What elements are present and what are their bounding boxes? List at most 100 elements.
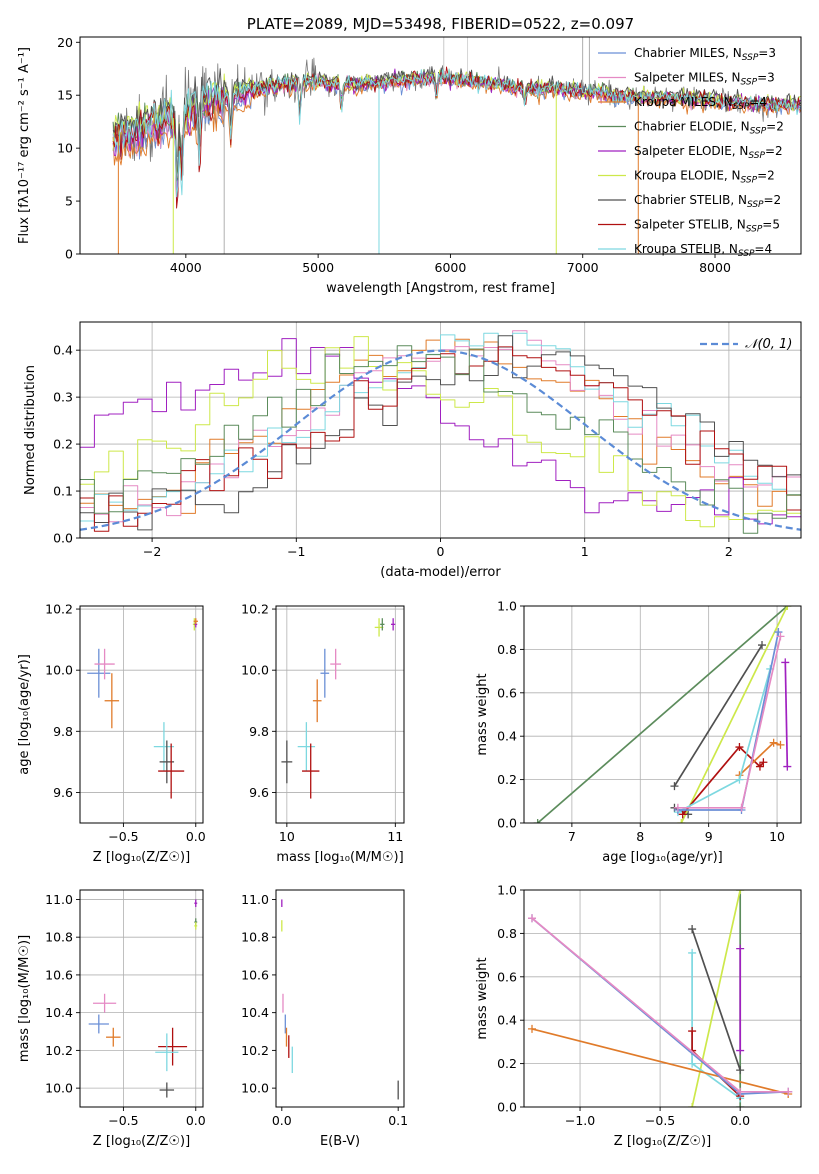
y-tick-label: 9.8 (53, 724, 73, 739)
mass-weight-marker (758, 641, 767, 650)
y-tick-label: 9.6 (249, 785, 269, 800)
panel-spectrum: 4000 5000 6000 7000 8000 0 5 10 15 20 wavelength [… (17, 15, 802, 296)
legend-label-part: Salpeter STELIB, N (634, 218, 746, 232)
y-tick-label: 10.2 (45, 602, 73, 617)
error-bar-point (93, 993, 117, 1013)
mass-weight-marker (784, 1087, 793, 1096)
y-tick-label: 10.4 (241, 1005, 269, 1020)
mass-weight-line (537, 606, 788, 823)
x-tick-label: −0.5 (645, 1113, 675, 1128)
y-tick-label: 11.0 (45, 892, 73, 907)
mass-weight-marker (737, 803, 746, 812)
mass-weight-marker (677, 819, 686, 823)
axes-frame (79, 889, 204, 1108)
legend-label-sub: SSP (733, 102, 750, 112)
error-bar-point (193, 618, 198, 625)
x-tick-label: 2 (725, 544, 733, 559)
x-tick-label: 10 (769, 829, 785, 844)
plot-area-massweight_vs_age (533, 606, 792, 823)
mass-weight-marker (736, 944, 745, 953)
legend-label: Salpeter MILES, NSSP=3 (634, 71, 775, 88)
mass-weight-line (677, 631, 780, 811)
mass-weight-marker (735, 743, 744, 752)
y-axis-label: mass weight (475, 673, 490, 755)
legend-label: Chabrier MILES, NSSP=3 (634, 46, 776, 63)
panel-mass_vs_ebv: 0.0 0.1 10.0 10.2 10.4 10.6 10.8 11.0 E(B-V) (241, 889, 408, 1149)
x-tick-label: 8 (636, 829, 644, 844)
x-tick-label: 0 (437, 544, 445, 559)
y-tick-label: 0 (65, 247, 73, 262)
mass-weight-marker (688, 925, 697, 934)
y-tick-label: 0.2 (497, 1056, 517, 1071)
y-tick-label: 10.2 (45, 1043, 73, 1058)
x-tick-label: 0.0 (186, 829, 206, 844)
y-tick-label: 5 (65, 194, 73, 209)
legend-label-part: Chabrier STELIB, N (634, 193, 747, 207)
legend-label-part: =5 (762, 218, 780, 232)
y-tick-label: 10.2 (241, 602, 269, 617)
error-bar-point (380, 618, 385, 631)
y-tick-label: 0.3 (53, 390, 73, 405)
legend-label: Kroupa STELIB, NSSP=4 (634, 242, 772, 259)
axes-frame (275, 605, 405, 824)
x-tick-label: 5000 (302, 260, 334, 275)
mass-weight-marker (528, 1024, 537, 1033)
mass-weight-marker (736, 1046, 745, 1055)
residual-histogram (80, 345, 801, 538)
legend-label-part: =2 (764, 193, 782, 207)
mass-weight-marker (781, 658, 790, 667)
mass-weight-marker (736, 1066, 745, 1075)
x-axis-label: Z [log₁₀(Z/Z☉)] (614, 1134, 711, 1149)
x-tick-label: 10 (279, 829, 295, 844)
mass-weight-line (673, 644, 763, 787)
y-tick-label: 10.0 (45, 663, 73, 678)
error-bar-point (159, 1082, 175, 1098)
model-spectrum-line (112, 68, 801, 198)
y-tick-label: 10.4 (45, 1005, 73, 1020)
x-tick-label: 4000 (170, 260, 202, 275)
axes-frame (79, 605, 204, 824)
error-bar-point (104, 673, 120, 729)
legend-label-part: =2 (757, 169, 775, 183)
mass-weight-marker (688, 1103, 697, 1107)
x-tick-label: 8000 (699, 260, 731, 275)
x-axis-label: age [log₁₀(age/yr)] (602, 850, 723, 865)
legend-label-part: =4 (749, 95, 767, 109)
y-tick-label: 10.8 (241, 930, 269, 945)
x-tick-label: 6000 (435, 260, 467, 275)
axes-frame (275, 889, 405, 1108)
y-tick-label: 10.8 (45, 930, 73, 945)
x-tick-label: −0.5 (108, 829, 138, 844)
axes-frame (523, 889, 802, 1108)
x-tick-label: 0.1 (388, 1113, 408, 1128)
y-tick-label: 10.2 (241, 1043, 269, 1058)
x-tick-label: 7 (568, 829, 576, 844)
panel-massweight_vs_Z: −1.0 −0.5 0.0 0.0 0.2 0.4 0.6 0.8 1.0 Z [log₁₀(Z/… (475, 883, 802, 1149)
normal-curve (80, 349, 801, 531)
x-axis-label: wavelength [Angstrom, rest frame] (326, 281, 555, 296)
x-tick-label: −1.0 (565, 1113, 595, 1128)
legend-label-sub: SSP (738, 249, 755, 259)
legend-label-part: =4 (754, 242, 772, 256)
x-tick-label: 1 (581, 544, 589, 559)
mass-weight-line (784, 662, 789, 767)
error-bar-point (320, 648, 330, 698)
legend-label-part: Kroupa ELODIE, N (634, 169, 741, 183)
legend-label: Salpeter ELODIE, NSSP=2 (634, 144, 783, 161)
y-tick-label: 10.0 (241, 1081, 269, 1096)
error-bar-point (302, 743, 320, 799)
y-axis-label: mass weight (475, 957, 490, 1039)
mass-weight-line (682, 746, 765, 815)
y-tick-label: 10.6 (241, 967, 269, 982)
legend-label-part: Salpeter MILES, N (634, 71, 741, 85)
mass-weight-line (680, 606, 789, 823)
plot-area-mass_vs_Z (88, 899, 198, 1098)
mass-weight-marker (774, 628, 783, 637)
error-bar-point (330, 648, 342, 680)
y-axis-label: age [log₁₀(age/yr)] (17, 654, 32, 775)
mass-weight-marker (736, 890, 745, 894)
y-tick-label: 0.8 (497, 926, 517, 941)
error-bar-point (87, 648, 111, 698)
error-bar-point (155, 1033, 179, 1072)
